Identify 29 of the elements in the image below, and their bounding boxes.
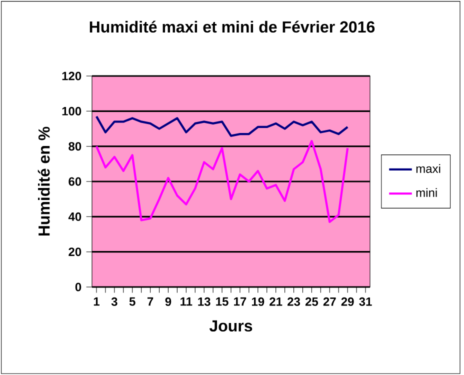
y-tick-label: 0 xyxy=(75,282,82,292)
y-tick-label: 80 xyxy=(68,142,82,151)
legend-label: maxi xyxy=(416,164,440,173)
x-tick-label: 11 xyxy=(180,297,192,306)
line-series xyxy=(95,140,349,224)
chart-title: Humidité maxi et mini de Février 2016 xyxy=(90,20,375,33)
x-tick-label: 5 xyxy=(129,297,136,306)
x-axis-title: Jours xyxy=(209,320,252,332)
x-tick-label: 27 xyxy=(323,297,336,306)
y-tick-label: 120 xyxy=(62,72,82,80)
y-tick-label: 100 xyxy=(62,106,82,116)
y-tick-label: 60 xyxy=(68,177,82,186)
x-tick-label: 3 xyxy=(111,297,118,306)
x-tick-label: 19 xyxy=(252,297,264,306)
x-tick-label: 15 xyxy=(216,297,228,306)
x-tick-label: 7 xyxy=(147,297,154,306)
x-tick-label: 1 xyxy=(94,297,100,306)
y-tick-label: 40 xyxy=(68,212,82,221)
x-tick-label: 31 xyxy=(359,297,372,306)
x-tick-label: 9 xyxy=(165,297,172,306)
x-tick-label: 13 xyxy=(198,297,210,306)
y-axis-title: Humidité en % xyxy=(38,126,50,236)
legend-label: mini xyxy=(416,188,437,197)
x-tick-label: 23 xyxy=(288,297,300,306)
y-tick-label: 20 xyxy=(68,248,82,256)
x-tick-label: 21 xyxy=(270,297,282,306)
x-tick-label: 25 xyxy=(305,297,318,306)
x-tick-label: 29 xyxy=(341,297,354,306)
x-tick-label: 17 xyxy=(234,297,246,306)
